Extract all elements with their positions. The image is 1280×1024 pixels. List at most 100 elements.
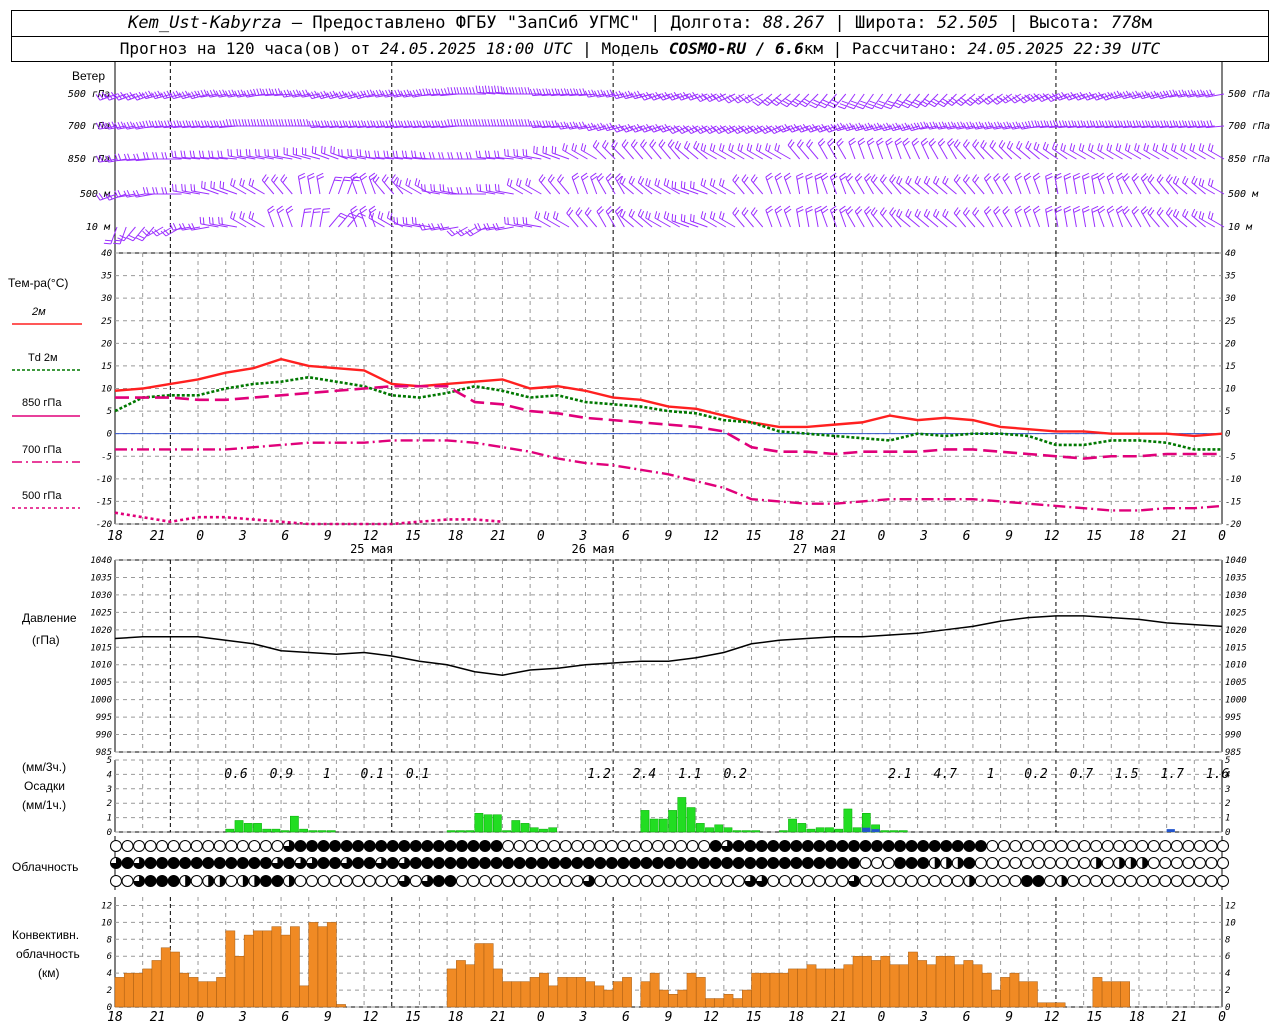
- wind-barb-flag: [1153, 90, 1158, 98]
- wind-barb-flag: [472, 87, 475, 95]
- wind-barb-flag: [903, 101, 911, 106]
- wind-barb-flag: [496, 119, 500, 127]
- wind-barb-flag: [271, 119, 275, 127]
- wind-barb-shaft: [983, 211, 994, 228]
- wind-barb: [750, 207, 764, 228]
- cloud-fill-full: [145, 857, 157, 869]
- cloud-symbol: [306, 875, 319, 887]
- wind-barb: [1172, 175, 1188, 195]
- cloud-symbol: [329, 840, 342, 852]
- wind-barb-flag: [509, 179, 513, 187]
- cloud-fill-full: [813, 857, 825, 869]
- wind-barb: [1189, 143, 1206, 160]
- wind-barb-flag: [481, 119, 485, 127]
- cloud-circle: [582, 840, 595, 852]
- wind-barb: [972, 207, 985, 228]
- precip-bar: [290, 815, 299, 833]
- wind-barb-shaft: [285, 209, 293, 228]
- wind-barb-flag: [621, 126, 627, 133]
- wind-barb-flag: [368, 211, 372, 219]
- wind-barb-flag: [680, 180, 683, 188]
- conv-tick-left: 6: [107, 952, 112, 962]
- wind-barb-flag: [1074, 120, 1078, 128]
- cloud-symbol: [1182, 857, 1195, 869]
- wind-barb-flag: [752, 101, 759, 106]
- cloud-circle: [986, 875, 999, 887]
- wind-barb-flag: [818, 104, 826, 109]
- wind-barb-flag: [137, 234, 145, 239]
- precip-snow-bar: [871, 829, 880, 832]
- wind-barb-flag: [1012, 96, 1018, 102]
- wind-barb-flag: [182, 223, 186, 230]
- wind-barb-flag: [277, 88, 282, 96]
- cloud-circle: [1078, 875, 1091, 887]
- wind-barb-flag: [1122, 91, 1128, 99]
- precip-bar: [797, 823, 807, 833]
- wind-barb: [676, 91, 699, 101]
- wind-barb-flag: [351, 90, 356, 98]
- wind-barb-flag: [703, 144, 707, 152]
- cloud-fill-full: [594, 857, 606, 869]
- wind-barb: [737, 143, 754, 160]
- wind-barb: [126, 226, 146, 242]
- precip-bar: [253, 823, 262, 833]
- wind-barb-flag: [372, 120, 377, 128]
- cloud-circle: [1009, 875, 1022, 887]
- wind-barb-flag: [719, 211, 722, 219]
- cloud-symbol: [675, 875, 688, 887]
- hour-label-temp: 12: [703, 529, 719, 544]
- hour-label-temp: 21: [1172, 529, 1188, 544]
- wind-barb: [663, 178, 680, 195]
- precip-total-label: 0.1: [360, 767, 383, 782]
- wind-barb-flag: [792, 100, 799, 105]
- wind-barb-shaft: [1165, 179, 1179, 195]
- cloud-circle: [525, 875, 538, 887]
- wind-barb-flag: [930, 100, 938, 105]
- conv-bar: [843, 964, 854, 1008]
- cloud-symbol: [121, 840, 134, 852]
- wind-barb-flag: [128, 234, 136, 239]
- cloud-symbol: [790, 857, 803, 869]
- wind-barb-shaft: [1069, 149, 1086, 160]
- wind-barb-flag: [750, 207, 756, 214]
- wind-barb-flag: [639, 126, 645, 133]
- wind-barb: [1122, 206, 1133, 228]
- wind-barb-flag: [821, 208, 829, 214]
- wind-barb: [230, 211, 247, 228]
- wind-barb: [755, 143, 773, 160]
- cloud-circle: [628, 875, 641, 887]
- cloud-symbol: [190, 840, 203, 852]
- cloud-circle: [225, 875, 238, 887]
- cloud-symbol: [651, 875, 664, 887]
- wind-barb-shaft: [645, 217, 662, 228]
- temp-tick-left: 10: [101, 385, 112, 395]
- wind-barb-flag: [1158, 209, 1164, 216]
- wind-barb-flag: [624, 91, 630, 99]
- wind-barb: [713, 93, 736, 103]
- wind-barb-flag: [593, 124, 599, 131]
- wind-barb: [937, 138, 948, 160]
- wind-barb-shaft: [534, 217, 551, 228]
- wind-barb-flag: [1045, 172, 1053, 177]
- wind-barb-flag: [447, 119, 451, 127]
- wind-barb-flag: [1090, 144, 1094, 152]
- wind-barb: [455, 226, 478, 237]
- wind-barb-flag: [204, 181, 206, 189]
- wind-barb-flag: [1184, 90, 1189, 98]
- wind-barb: [1063, 172, 1072, 195]
- wind-barb: [465, 187, 486, 195]
- wind-barb-flag: [306, 119, 309, 127]
- wind-barb-flag: [975, 97, 982, 103]
- wind-barb-flag: [533, 145, 535, 153]
- conv-bar: [262, 930, 273, 1008]
- wind-barb-flag: [621, 139, 627, 146]
- wind-barb-flag: [117, 93, 122, 100]
- wind-barb-flag: [1030, 94, 1036, 101]
- wind-barb: [839, 172, 847, 195]
- wind-barb-shaft: [614, 211, 625, 228]
- wind-barb: [845, 173, 856, 195]
- wind-barb-flag: [803, 98, 811, 103]
- hour-label-temp: 3: [919, 529, 928, 544]
- cloud-symbol: [490, 875, 503, 887]
- wind-barb: [614, 173, 625, 195]
